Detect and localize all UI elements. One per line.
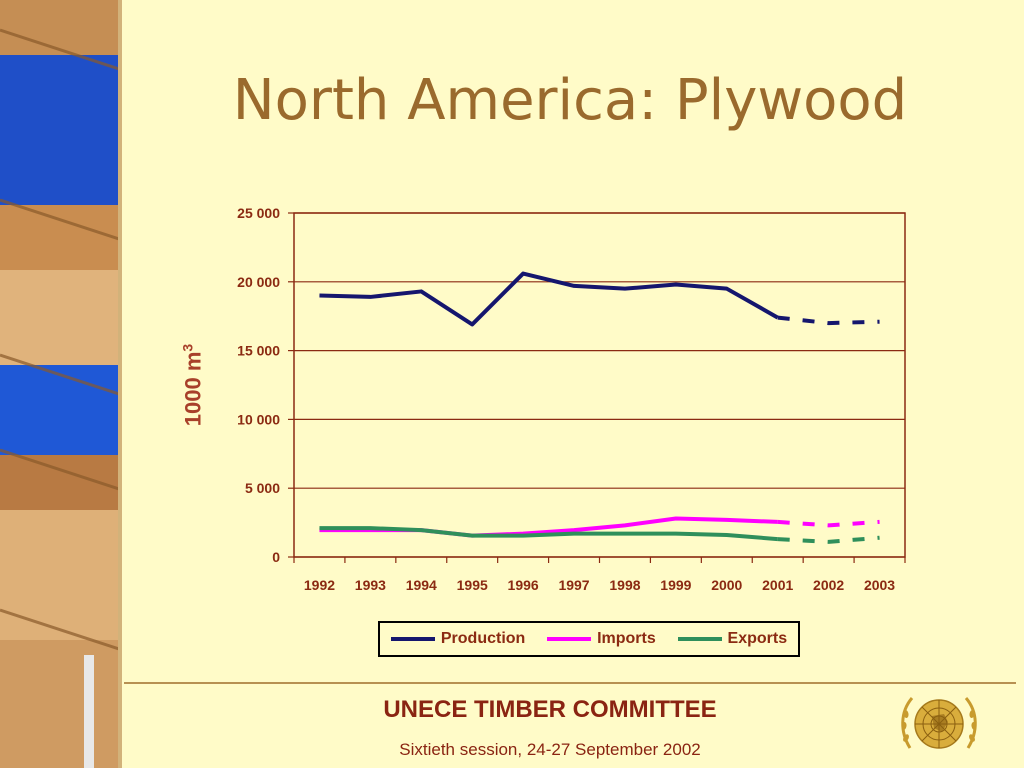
series-lines	[319, 271, 880, 544]
x-tick-label: 1995	[457, 577, 488, 593]
x-tick-label: 2000	[711, 577, 742, 593]
y-tick-label: 10 000	[237, 411, 280, 427]
chart-axes	[288, 212, 906, 563]
plot-area-frame	[293, 212, 906, 558]
legend-swatch-exports	[677, 637, 722, 641]
chart-legend: Production Imports Exports	[378, 621, 800, 657]
footer-title: UNECE TIMBER COMMITTEE	[383, 696, 717, 723]
legend-swatch-production	[390, 637, 435, 641]
x-tick-label: 1999	[660, 577, 691, 593]
y-tick-label: 25 000	[237, 205, 280, 221]
x-tick-label: 2001	[762, 577, 793, 593]
series-line-exports	[319, 526, 778, 542]
un-emblem-logo	[901, 697, 977, 749]
y-tick-label: 15 000	[237, 343, 280, 359]
series-projection-production	[777, 315, 880, 326]
grid-lines	[294, 212, 905, 558]
y-axis-label-text: 1000 m	[180, 351, 206, 427]
legend-item-imports: Imports	[547, 630, 656, 648]
x-tick-label: 2002	[813, 577, 844, 593]
x-tick-label: 1997	[558, 577, 589, 593]
series-line-production	[319, 271, 779, 327]
series-projection-imports	[777, 519, 880, 528]
footer-subtitle: Sixtieth session, 24-27 September 2002	[399, 740, 701, 759]
legend-item-production: Production	[390, 630, 526, 648]
y-axis-label: 1000 m3	[179, 344, 206, 426]
x-tick-label: 1992	[304, 577, 335, 593]
x-tick-label: 1996	[508, 577, 539, 593]
side-photo-image	[0, 0, 122, 768]
slide-title: North America: Plywood	[232, 68, 908, 133]
x-tick-label: 1994	[406, 577, 437, 593]
legend-label-imports: Imports	[597, 630, 656, 647]
legend-label-production: Production	[440, 630, 526, 647]
legend-item-exports: Exports	[677, 630, 788, 648]
y-axis-label-superscript: 3	[179, 343, 196, 352]
y-tick-label: 5 000	[245, 480, 280, 496]
series-projection-exports	[777, 535, 880, 544]
footer-divider	[124, 682, 1016, 684]
x-tick-label: 2003	[864, 577, 895, 593]
y-tick-labels: 0 5 000 10 000 15 000 20 000 25 000	[237, 205, 280, 565]
legend-swatch-imports	[547, 637, 592, 641]
y-tick-label: 20 000	[237, 274, 280, 290]
y-tick-label: 0	[272, 549, 280, 565]
x-tick-labels: 1992 1993 1994 1995 1996 1997 1998 1999 2000 2001…	[304, 577, 895, 593]
legend-label-exports: Exports	[727, 630, 788, 647]
x-tick-label: 1993	[355, 577, 386, 593]
x-tick-label: 1998	[609, 577, 640, 593]
